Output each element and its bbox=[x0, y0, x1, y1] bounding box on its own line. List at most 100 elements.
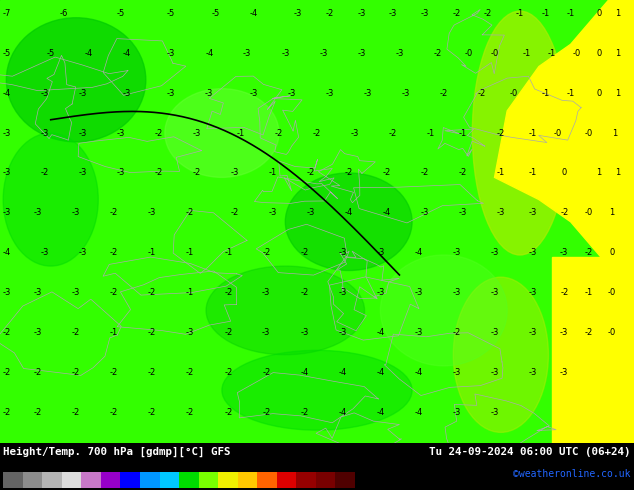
Text: -3: -3 bbox=[528, 368, 537, 377]
Text: -4: -4 bbox=[2, 248, 11, 257]
Text: -3: -3 bbox=[116, 169, 125, 177]
Text: -1: -1 bbox=[110, 328, 119, 337]
Text: -2: -2 bbox=[224, 328, 233, 337]
Text: -3: -3 bbox=[192, 128, 201, 138]
Text: -4: -4 bbox=[122, 49, 131, 58]
Text: -2: -2 bbox=[110, 208, 119, 218]
Text: -2: -2 bbox=[484, 9, 493, 18]
Ellipse shape bbox=[285, 173, 412, 270]
Text: Height/Temp. 700 hPa [gdmp][°C] GFS: Height/Temp. 700 hPa [gdmp][°C] GFS bbox=[3, 447, 231, 458]
Text: -2: -2 bbox=[382, 169, 391, 177]
Text: -2: -2 bbox=[2, 408, 11, 417]
Text: -1: -1 bbox=[547, 49, 556, 58]
Text: -3: -3 bbox=[389, 9, 398, 18]
Text: -2: -2 bbox=[452, 9, 461, 18]
Text: -3: -3 bbox=[363, 89, 372, 98]
Text: -3: -3 bbox=[294, 9, 302, 18]
Text: -1: -1 bbox=[566, 89, 575, 98]
Text: -2: -2 bbox=[72, 408, 81, 417]
Text: -1: -1 bbox=[528, 128, 537, 138]
Ellipse shape bbox=[222, 350, 412, 430]
Text: -2: -2 bbox=[2, 328, 11, 337]
Text: -2: -2 bbox=[224, 408, 233, 417]
Text: -0: -0 bbox=[585, 208, 593, 218]
Text: -3: -3 bbox=[458, 208, 467, 218]
Text: -4: -4 bbox=[84, 49, 93, 58]
Text: -2: -2 bbox=[154, 169, 163, 177]
Bar bbox=[3, 472, 23, 488]
Text: -3: -3 bbox=[351, 128, 359, 138]
Text: -5: -5 bbox=[46, 49, 55, 58]
Text: -2: -2 bbox=[34, 408, 42, 417]
Text: -3: -3 bbox=[452, 368, 461, 377]
Text: -3: -3 bbox=[287, 89, 296, 98]
Text: -3: -3 bbox=[420, 9, 429, 18]
Text: 1: 1 bbox=[616, 49, 621, 58]
Text: -3: -3 bbox=[528, 208, 537, 218]
Text: -4: -4 bbox=[414, 408, 423, 417]
Text: -3: -3 bbox=[78, 128, 87, 138]
Text: -2: -2 bbox=[262, 408, 271, 417]
Text: -3: -3 bbox=[338, 288, 347, 297]
Text: -3: -3 bbox=[230, 169, 239, 177]
Text: -3: -3 bbox=[420, 208, 429, 218]
Text: -1: -1 bbox=[541, 9, 550, 18]
Text: -1: -1 bbox=[186, 288, 195, 297]
Text: -3: -3 bbox=[560, 368, 569, 377]
Text: -2: -2 bbox=[433, 49, 442, 58]
Text: -2: -2 bbox=[72, 368, 81, 377]
Text: -1: -1 bbox=[224, 248, 233, 257]
Text: -3: -3 bbox=[116, 128, 125, 138]
Text: -2: -2 bbox=[148, 368, 157, 377]
Text: -3: -3 bbox=[167, 89, 176, 98]
Text: -5: -5 bbox=[2, 49, 11, 58]
Text: 1: 1 bbox=[616, 9, 621, 18]
Text: -4: -4 bbox=[376, 328, 385, 337]
Text: -3: -3 bbox=[496, 208, 505, 218]
Text: -0: -0 bbox=[553, 128, 562, 138]
Text: -1: -1 bbox=[236, 128, 245, 138]
Text: -3: -3 bbox=[2, 128, 11, 138]
Text: -3: -3 bbox=[281, 49, 290, 58]
Polygon shape bbox=[495, 0, 634, 288]
Text: -3: -3 bbox=[243, 49, 252, 58]
Bar bbox=[160, 472, 179, 488]
Text: -3: -3 bbox=[376, 248, 385, 257]
Text: -3: -3 bbox=[78, 169, 87, 177]
Text: -0: -0 bbox=[509, 89, 518, 98]
Text: -3: -3 bbox=[395, 49, 404, 58]
Text: -3: -3 bbox=[122, 89, 131, 98]
Text: -4: -4 bbox=[338, 408, 347, 417]
Text: -3: -3 bbox=[560, 248, 569, 257]
Text: -2: -2 bbox=[186, 368, 195, 377]
Text: -3: -3 bbox=[490, 248, 499, 257]
Bar bbox=[297, 472, 316, 488]
Text: -2: -2 bbox=[313, 128, 321, 138]
Text: -0: -0 bbox=[585, 128, 593, 138]
Text: -2: -2 bbox=[34, 368, 42, 377]
Text: -2: -2 bbox=[325, 9, 334, 18]
Text: -1: -1 bbox=[427, 128, 436, 138]
Text: -3: -3 bbox=[78, 248, 87, 257]
Text: -3: -3 bbox=[357, 9, 366, 18]
Text: -2: -2 bbox=[2, 368, 11, 377]
Text: -3: -3 bbox=[325, 89, 334, 98]
Bar bbox=[257, 472, 277, 488]
Text: -3: -3 bbox=[452, 288, 461, 297]
Text: 1: 1 bbox=[616, 89, 621, 98]
Ellipse shape bbox=[453, 277, 548, 432]
Text: -2: -2 bbox=[224, 368, 233, 377]
Text: -3: -3 bbox=[490, 368, 499, 377]
Text: -3: -3 bbox=[205, 89, 214, 98]
Text: 0: 0 bbox=[597, 9, 602, 18]
Text: -2: -2 bbox=[186, 208, 195, 218]
Ellipse shape bbox=[380, 255, 507, 366]
Text: -3: -3 bbox=[490, 408, 499, 417]
Bar bbox=[101, 472, 120, 488]
Text: -0: -0 bbox=[490, 49, 499, 58]
Text: -3: -3 bbox=[268, 208, 277, 218]
Text: -2: -2 bbox=[275, 128, 283, 138]
Bar bbox=[120, 472, 140, 488]
Text: 0: 0 bbox=[597, 49, 602, 58]
Text: -3: -3 bbox=[306, 208, 315, 218]
